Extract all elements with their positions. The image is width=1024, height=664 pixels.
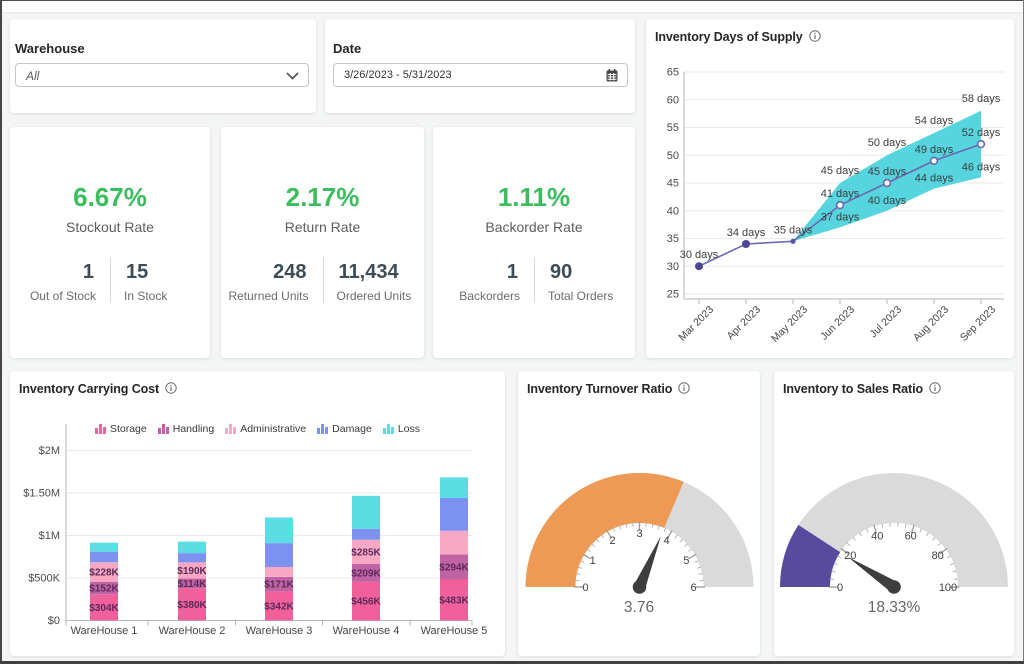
svg-text:41 days: 41 days bbox=[821, 188, 860, 200]
svg-text:3: 3 bbox=[636, 528, 642, 540]
svg-text:5: 5 bbox=[683, 555, 689, 567]
svg-text:37 days: 37 days bbox=[821, 211, 860, 223]
svg-text:34 days: 34 days bbox=[727, 227, 766, 239]
svg-text:$114K: $114K bbox=[178, 579, 208, 590]
svg-text:$152K: $152K bbox=[89, 584, 119, 595]
svg-text:$483K: $483K bbox=[439, 595, 469, 606]
svg-text:$285K: $285K bbox=[351, 547, 381, 558]
svg-text:$294K: $294K bbox=[439, 562, 469, 573]
svg-text:May 2023: May 2023 bbox=[769, 304, 810, 345]
svg-text:40: 40 bbox=[667, 205, 679, 217]
svg-text:20: 20 bbox=[844, 550, 856, 562]
svg-text:60: 60 bbox=[905, 530, 917, 542]
svg-text:35 days: 35 days bbox=[774, 224, 813, 236]
svg-text:45: 45 bbox=[667, 178, 679, 190]
svg-text:WareHouse 2: WareHouse 2 bbox=[159, 625, 226, 637]
svg-text:44 days: 44 days bbox=[915, 173, 954, 185]
svg-text:$456K: $456K bbox=[351, 597, 381, 608]
svg-text:$500K: $500K bbox=[28, 573, 60, 585]
svg-text:46 days: 46 days bbox=[962, 161, 1001, 173]
svg-text:0: 0 bbox=[582, 582, 588, 594]
svg-text:40: 40 bbox=[871, 530, 883, 542]
svg-text:40 days: 40 days bbox=[868, 195, 907, 207]
svg-text:Mar 2023: Mar 2023 bbox=[676, 304, 716, 344]
svg-text:52 days: 52 days bbox=[962, 127, 1001, 139]
svg-text:$190K: $190K bbox=[177, 566, 207, 577]
svg-text:$2M: $2M bbox=[39, 445, 60, 457]
svg-text:$342K: $342K bbox=[264, 601, 294, 612]
svg-text:30 days: 30 days bbox=[680, 249, 719, 261]
svg-text:$304K: $304K bbox=[89, 603, 119, 614]
svg-text:50 days: 50 days bbox=[868, 137, 907, 149]
svg-text:$1M: $1M bbox=[39, 530, 60, 542]
svg-text:55: 55 bbox=[667, 122, 679, 134]
svg-text:WareHouse 3: WareHouse 3 bbox=[246, 625, 313, 637]
svg-text:Aug 2023: Aug 2023 bbox=[911, 304, 951, 344]
svg-text:65: 65 bbox=[667, 67, 679, 79]
svg-text:$380K: $380K bbox=[177, 600, 207, 611]
svg-text:$228K: $228K bbox=[89, 568, 119, 579]
svg-text:2: 2 bbox=[609, 535, 615, 547]
svg-text:30: 30 bbox=[667, 261, 679, 273]
svg-text:Jul 2023: Jul 2023 bbox=[868, 304, 905, 341]
svg-text:60: 60 bbox=[667, 95, 679, 107]
svg-text:45 days: 45 days bbox=[821, 165, 860, 177]
svg-text:58 days: 58 days bbox=[962, 93, 1001, 105]
svg-text:1: 1 bbox=[590, 555, 596, 567]
svg-text:45 days: 45 days bbox=[868, 166, 907, 178]
svg-text:25: 25 bbox=[667, 289, 679, 301]
svg-text:Apr 2023: Apr 2023 bbox=[724, 304, 763, 343]
svg-text:$209K: $209K bbox=[351, 568, 381, 579]
svg-text:Jun 2023: Jun 2023 bbox=[818, 304, 857, 343]
svg-text:4: 4 bbox=[663, 535, 669, 547]
svg-text:WareHouse 4: WareHouse 4 bbox=[333, 625, 400, 637]
svg-text:80: 80 bbox=[932, 550, 944, 562]
svg-text:$1.50M: $1.50M bbox=[23, 488, 60, 500]
svg-text:Sep 2023: Sep 2023 bbox=[958, 304, 998, 344]
svg-text:50: 50 bbox=[667, 150, 679, 162]
svg-text:100: 100 bbox=[939, 582, 957, 594]
svg-text:0: 0 bbox=[837, 582, 843, 594]
svg-text:54 days: 54 days bbox=[915, 115, 954, 127]
svg-text:$171K: $171K bbox=[264, 580, 294, 591]
svg-text:6: 6 bbox=[690, 582, 696, 594]
svg-text:35: 35 bbox=[667, 233, 679, 245]
svg-text:$0: $0 bbox=[48, 615, 60, 627]
svg-text:WareHouse 5: WareHouse 5 bbox=[421, 625, 488, 637]
svg-text:49 days: 49 days bbox=[915, 144, 954, 156]
svg-text:WareHouse 1: WareHouse 1 bbox=[71, 625, 138, 637]
